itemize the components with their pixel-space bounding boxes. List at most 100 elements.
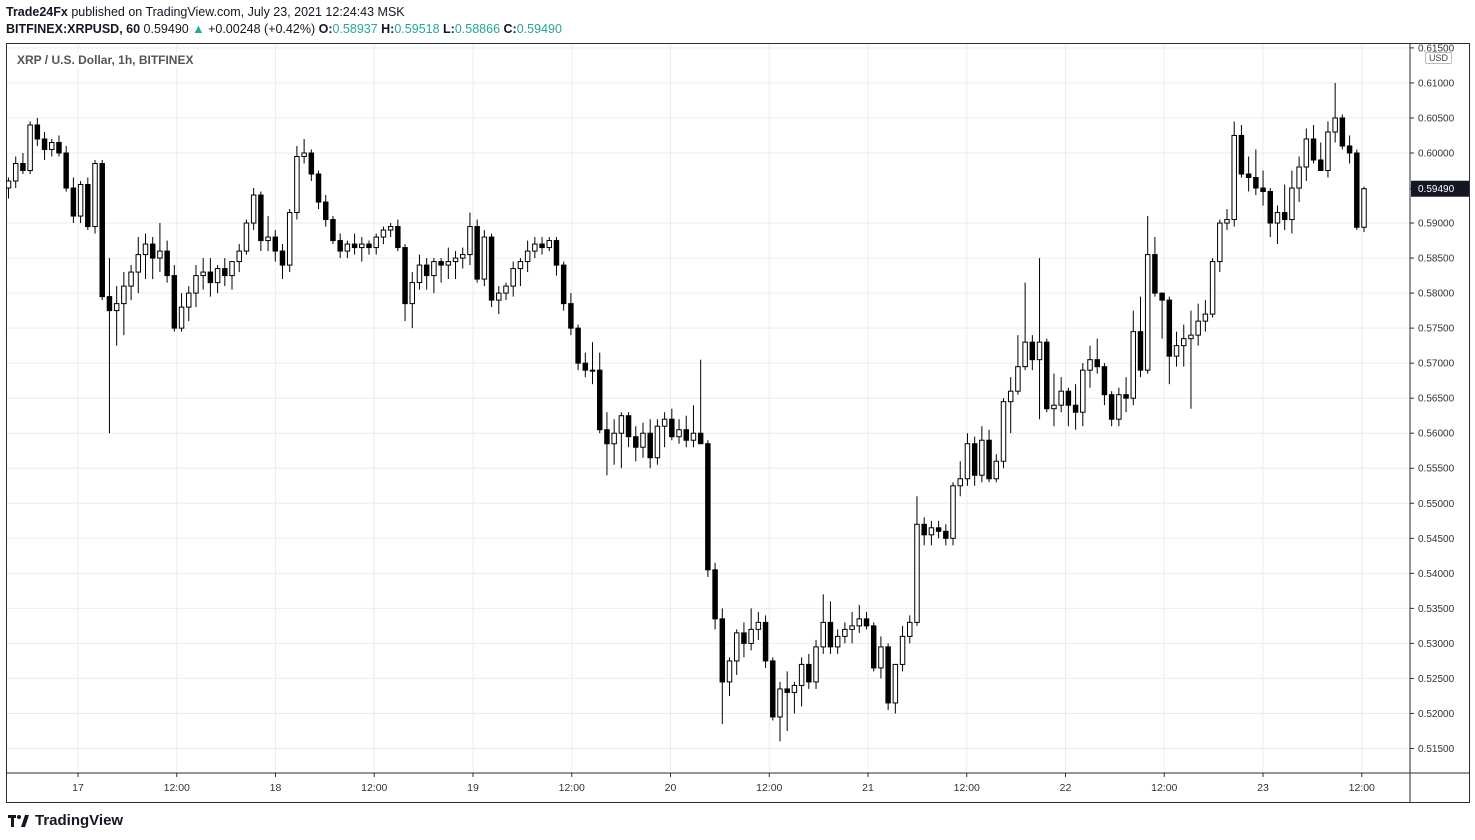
candlestick-chart[interactable]: 0.61500 0.61000 0.60500 0.60000 0.59490 0.590…: [6, 43, 1470, 803]
candle: [344, 243, 351, 252]
candle: [669, 418, 675, 438]
candle: [1173, 345, 1180, 357]
candle: [971, 443, 978, 476]
candle: [121, 285, 127, 305]
x-tick-label: 12:00: [756, 782, 782, 794]
chart-frame[interactable]: 0.61500 0.61000 0.60500 0.60000 0.59490 0.590…: [6, 43, 1470, 803]
publish-info: published on TradingView.com, July 23, 2…: [71, 5, 405, 19]
candle: [1354, 152, 1360, 228]
candle: [229, 261, 235, 277]
candle: [142, 243, 149, 256]
y-tick-label: 0.55500: [1418, 464, 1455, 475]
candle: [777, 688, 783, 718]
candle: [41, 138, 48, 150]
candle: [70, 187, 77, 217]
candle: [286, 212, 293, 266]
y-tick-label: 0.51500: [1418, 744, 1455, 755]
candle: [63, 152, 69, 189]
candle: [503, 285, 509, 294]
last-price-bg: [1411, 180, 1469, 197]
candle: [164, 250, 170, 277]
y-tick-label: 0.61500: [1418, 43, 1455, 54]
candle: [438, 261, 444, 266]
y-tick-label: 0.55000: [1418, 499, 1455, 510]
candle: [676, 429, 682, 438]
candle: [207, 271, 214, 284]
candle: [77, 184, 84, 217]
candle: [1116, 394, 1122, 420]
last-price-label: 0.59490: [1418, 184, 1455, 195]
candle: [935, 527, 942, 532]
candle: [496, 292, 502, 301]
candle: [366, 243, 372, 249]
candle: [582, 362, 589, 371]
candle: [633, 436, 639, 448]
author-name[interactable]: Trade24Fx: [6, 5, 68, 19]
candle: [870, 625, 877, 669]
candle: [359, 243, 365, 249]
candle: [315, 173, 322, 203]
candle: [56, 141, 62, 154]
candle: [1310, 138, 1317, 161]
candle: [1044, 341, 1050, 410]
candle: [625, 415, 632, 438]
candle: [1101, 366, 1108, 396]
candle: [1245, 173, 1252, 179]
y-tick-label: 0.60500: [1418, 113, 1455, 124]
candle: [690, 432, 697, 441]
candle: [784, 688, 790, 693]
x-tick-label: 12:00: [1151, 782, 1177, 794]
candle: [34, 124, 41, 140]
candle: [1209, 261, 1216, 315]
candle: [1281, 212, 1288, 221]
candle: [1303, 138, 1310, 168]
candle: [589, 369, 596, 372]
candle: [842, 628, 848, 637]
y-tick-label: 0.54000: [1418, 569, 1455, 580]
candle: [1202, 313, 1209, 322]
publish-line: Trade24Fx published on TradingView.com, …: [6, 4, 562, 21]
candle: [373, 236, 379, 249]
candle: [618, 415, 625, 434]
candle: [748, 628, 754, 644]
candle: [553, 240, 560, 266]
x-tick-label: 12:00: [954, 782, 980, 794]
candle: [445, 261, 452, 266]
candle: [171, 275, 178, 329]
candle: [1065, 390, 1072, 406]
candle: [993, 460, 1000, 480]
candle: [1152, 254, 1158, 294]
symbol-name[interactable]: BITFINEX:XRPUSD, 60: [6, 22, 141, 36]
candle: [395, 226, 401, 249]
candle: [186, 292, 192, 308]
candle: [323, 201, 329, 221]
currency-badge[interactable]: USD: [1425, 52, 1453, 64]
candle: [1051, 404, 1057, 410]
candle: [654, 425, 661, 459]
candle: [914, 523, 920, 623]
candle: [222, 268, 228, 277]
x-tick-label: 19: [467, 782, 479, 794]
symbol-line: BITFINEX:XRPUSD, 60 0.59490 ▲ +0.00248 (…: [6, 21, 562, 38]
x-tick-label: 20: [665, 782, 677, 794]
candle: [957, 478, 963, 487]
candle: [135, 254, 142, 273]
candle: [770, 660, 776, 718]
candle: [892, 663, 899, 704]
candle: [423, 264, 430, 277]
candle: [301, 152, 307, 157]
candle: [488, 236, 495, 301]
candle: [878, 646, 884, 669]
x-tick-label: 23: [1257, 782, 1269, 794]
candle: [1094, 359, 1100, 368]
y-tick-label: 0.58500: [1418, 254, 1455, 265]
x-tick-label: 17: [72, 782, 84, 794]
candle: [1339, 117, 1346, 147]
candle: [474, 226, 480, 280]
candle: [99, 162, 105, 298]
tradingview-logo[interactable]: TradingView: [8, 812, 123, 829]
candle: [712, 569, 718, 620]
candle: [546, 240, 552, 249]
candle: [92, 162, 98, 228]
y-tick-label: 0.57500: [1418, 324, 1455, 335]
